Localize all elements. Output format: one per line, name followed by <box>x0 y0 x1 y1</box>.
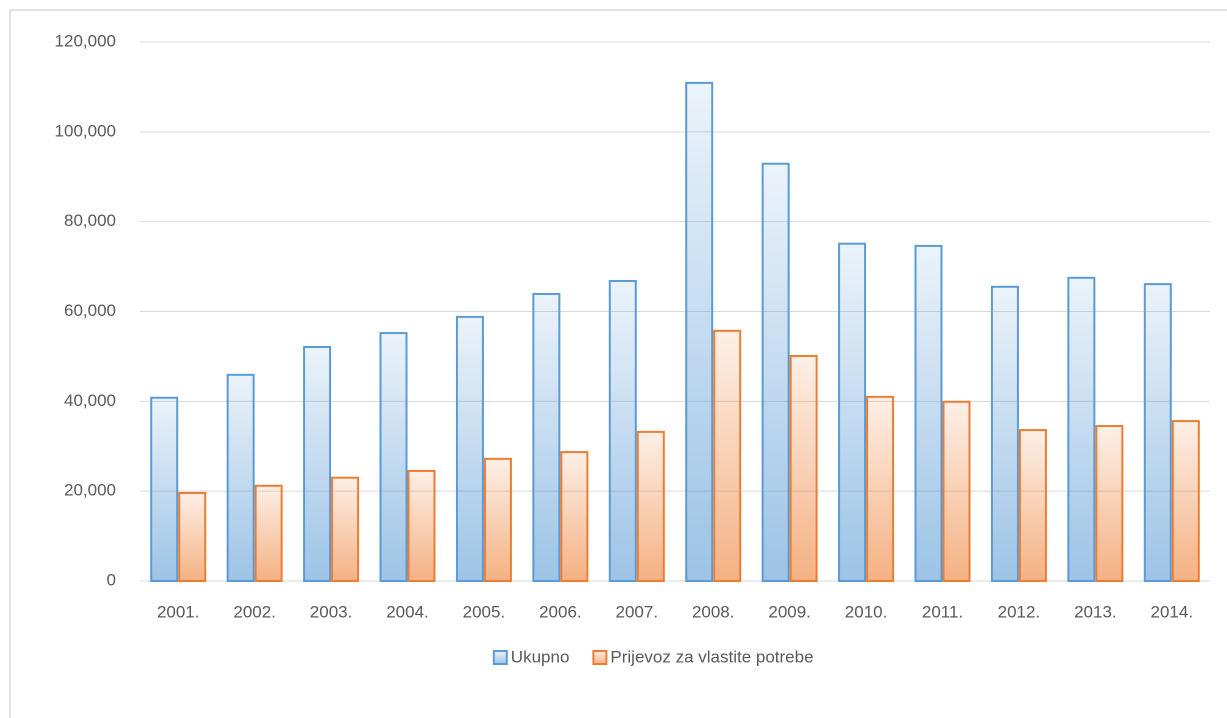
bar <box>254 484 283 583</box>
bar <box>560 451 589 582</box>
y-tick-label: 20,000 <box>64 481 116 500</box>
bar <box>455 315 484 582</box>
x-tick-label: 2014. <box>1151 602 1194 621</box>
bar <box>532 292 561 582</box>
x-tick-label: 2007. <box>616 602 659 621</box>
x-tick-label: 2006. <box>539 602 582 621</box>
x-tick-label: 2010. <box>845 602 888 621</box>
legend-swatch <box>592 650 608 665</box>
bar <box>303 345 332 582</box>
y-tick-label: 60,000 <box>64 301 116 320</box>
bar <box>789 354 818 582</box>
x-tick-label: 2011. <box>922 602 963 621</box>
bar <box>942 400 971 582</box>
x-tick-label: 2008. <box>692 602 735 621</box>
bar <box>838 242 867 582</box>
bar <box>1095 425 1124 582</box>
bar <box>379 332 408 582</box>
y-tick-label: 120,000 <box>55 31 116 50</box>
y-tick-label: 80,000 <box>64 211 116 230</box>
bar <box>1018 429 1047 582</box>
bar <box>1143 283 1172 582</box>
legend-label: Prijevoz za vlastite potrebe <box>610 647 813 666</box>
bar <box>178 491 207 583</box>
bar <box>685 81 714 582</box>
bar <box>407 469 436 582</box>
bar <box>866 395 895 583</box>
bar <box>483 457 512 582</box>
bar <box>636 430 665 583</box>
bar <box>713 329 742 583</box>
x-tick-label: 2012. <box>998 602 1041 621</box>
y-tick-label: 40,000 <box>64 391 116 410</box>
bar <box>990 285 1019 582</box>
bar <box>914 244 943 582</box>
bar <box>226 373 255 582</box>
x-tick-label: 2002. <box>233 602 276 621</box>
x-tick-label: 2004. <box>386 602 429 621</box>
bar <box>1067 276 1096 582</box>
bar <box>761 162 790 583</box>
legend-swatch <box>492 650 508 665</box>
bar <box>150 396 179 582</box>
x-tick-label: 2009. <box>768 602 811 621</box>
legend-label: Ukupno <box>511 647 570 666</box>
x-tick-label: 2003. <box>310 602 353 621</box>
bar <box>331 476 360 583</box>
y-tick-label: 100,000 <box>55 121 116 140</box>
bar <box>608 279 637 582</box>
x-tick-label: 2001. <box>157 602 200 621</box>
bar <box>1171 420 1200 583</box>
x-tick-label: 2013. <box>1074 602 1117 621</box>
x-tick-label: 2005. <box>463 602 506 621</box>
y-tick-label: 0 <box>107 570 116 589</box>
